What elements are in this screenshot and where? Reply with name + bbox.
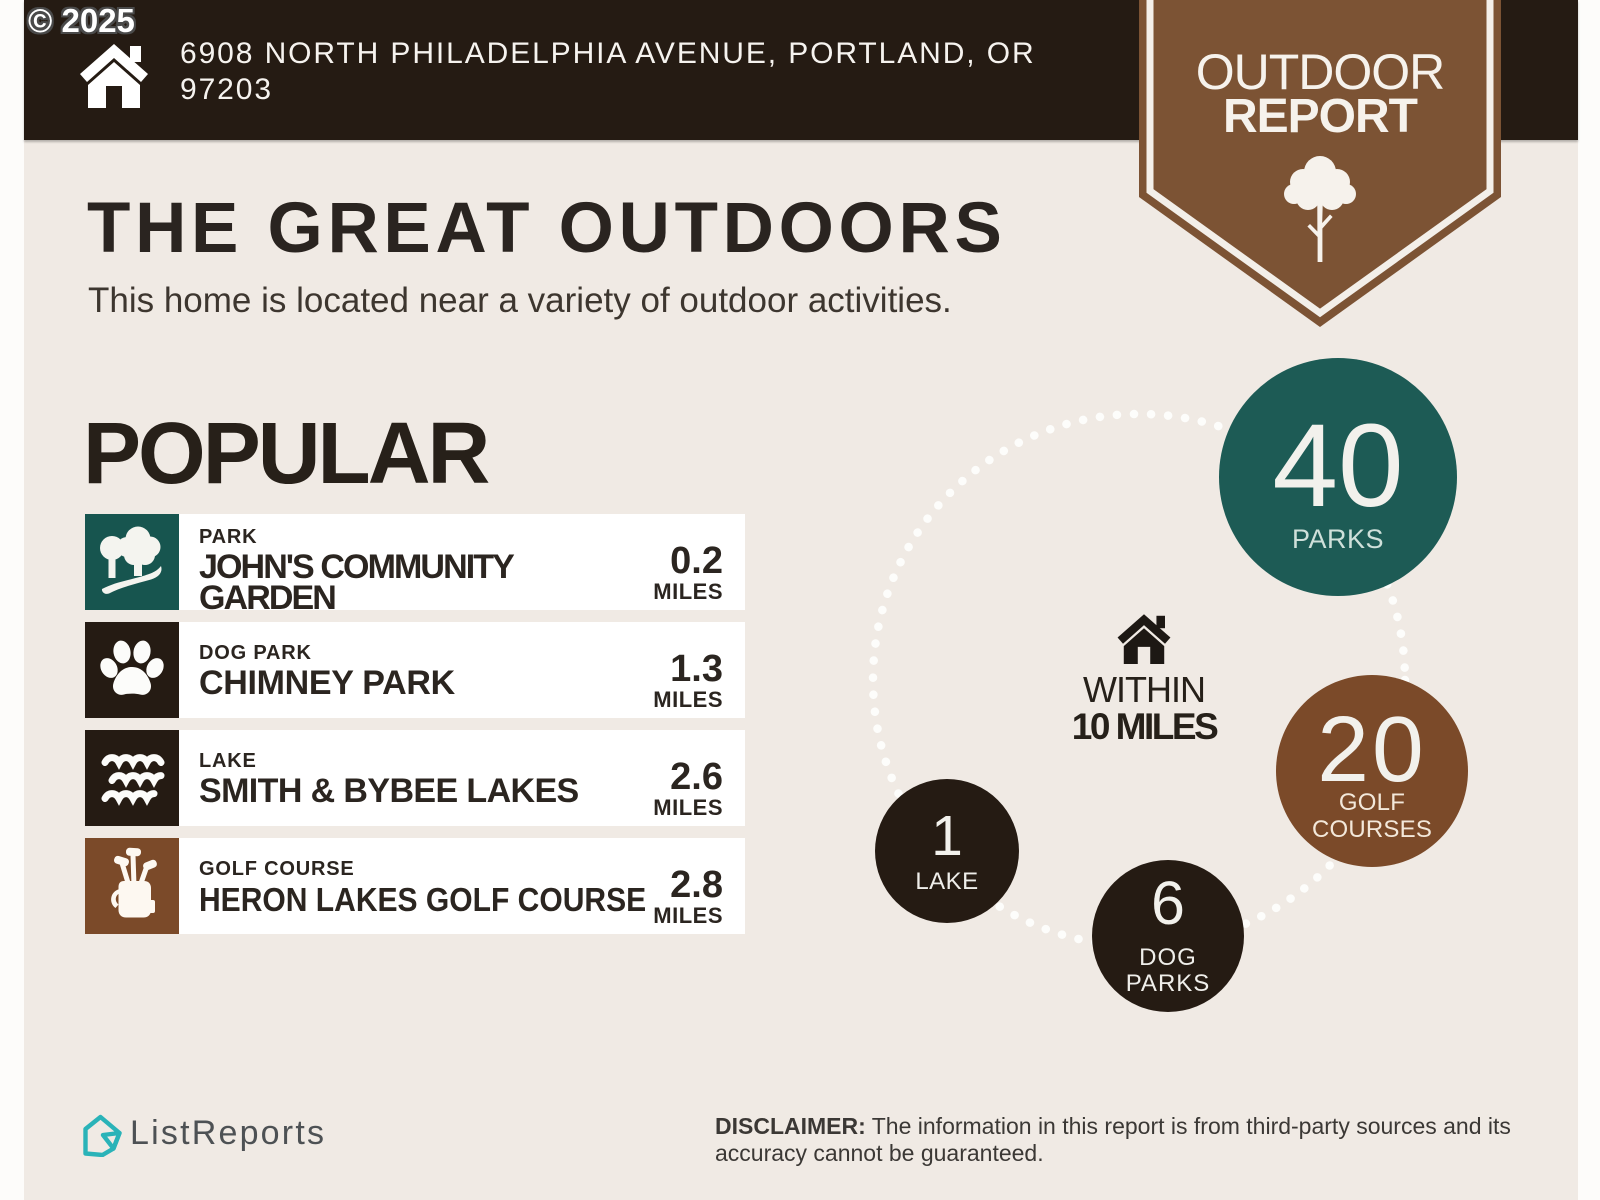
svg-text:OUTDOOR: OUTDOOR: [1196, 44, 1445, 100]
svg-text:REPORT: REPORT: [1223, 90, 1418, 143]
